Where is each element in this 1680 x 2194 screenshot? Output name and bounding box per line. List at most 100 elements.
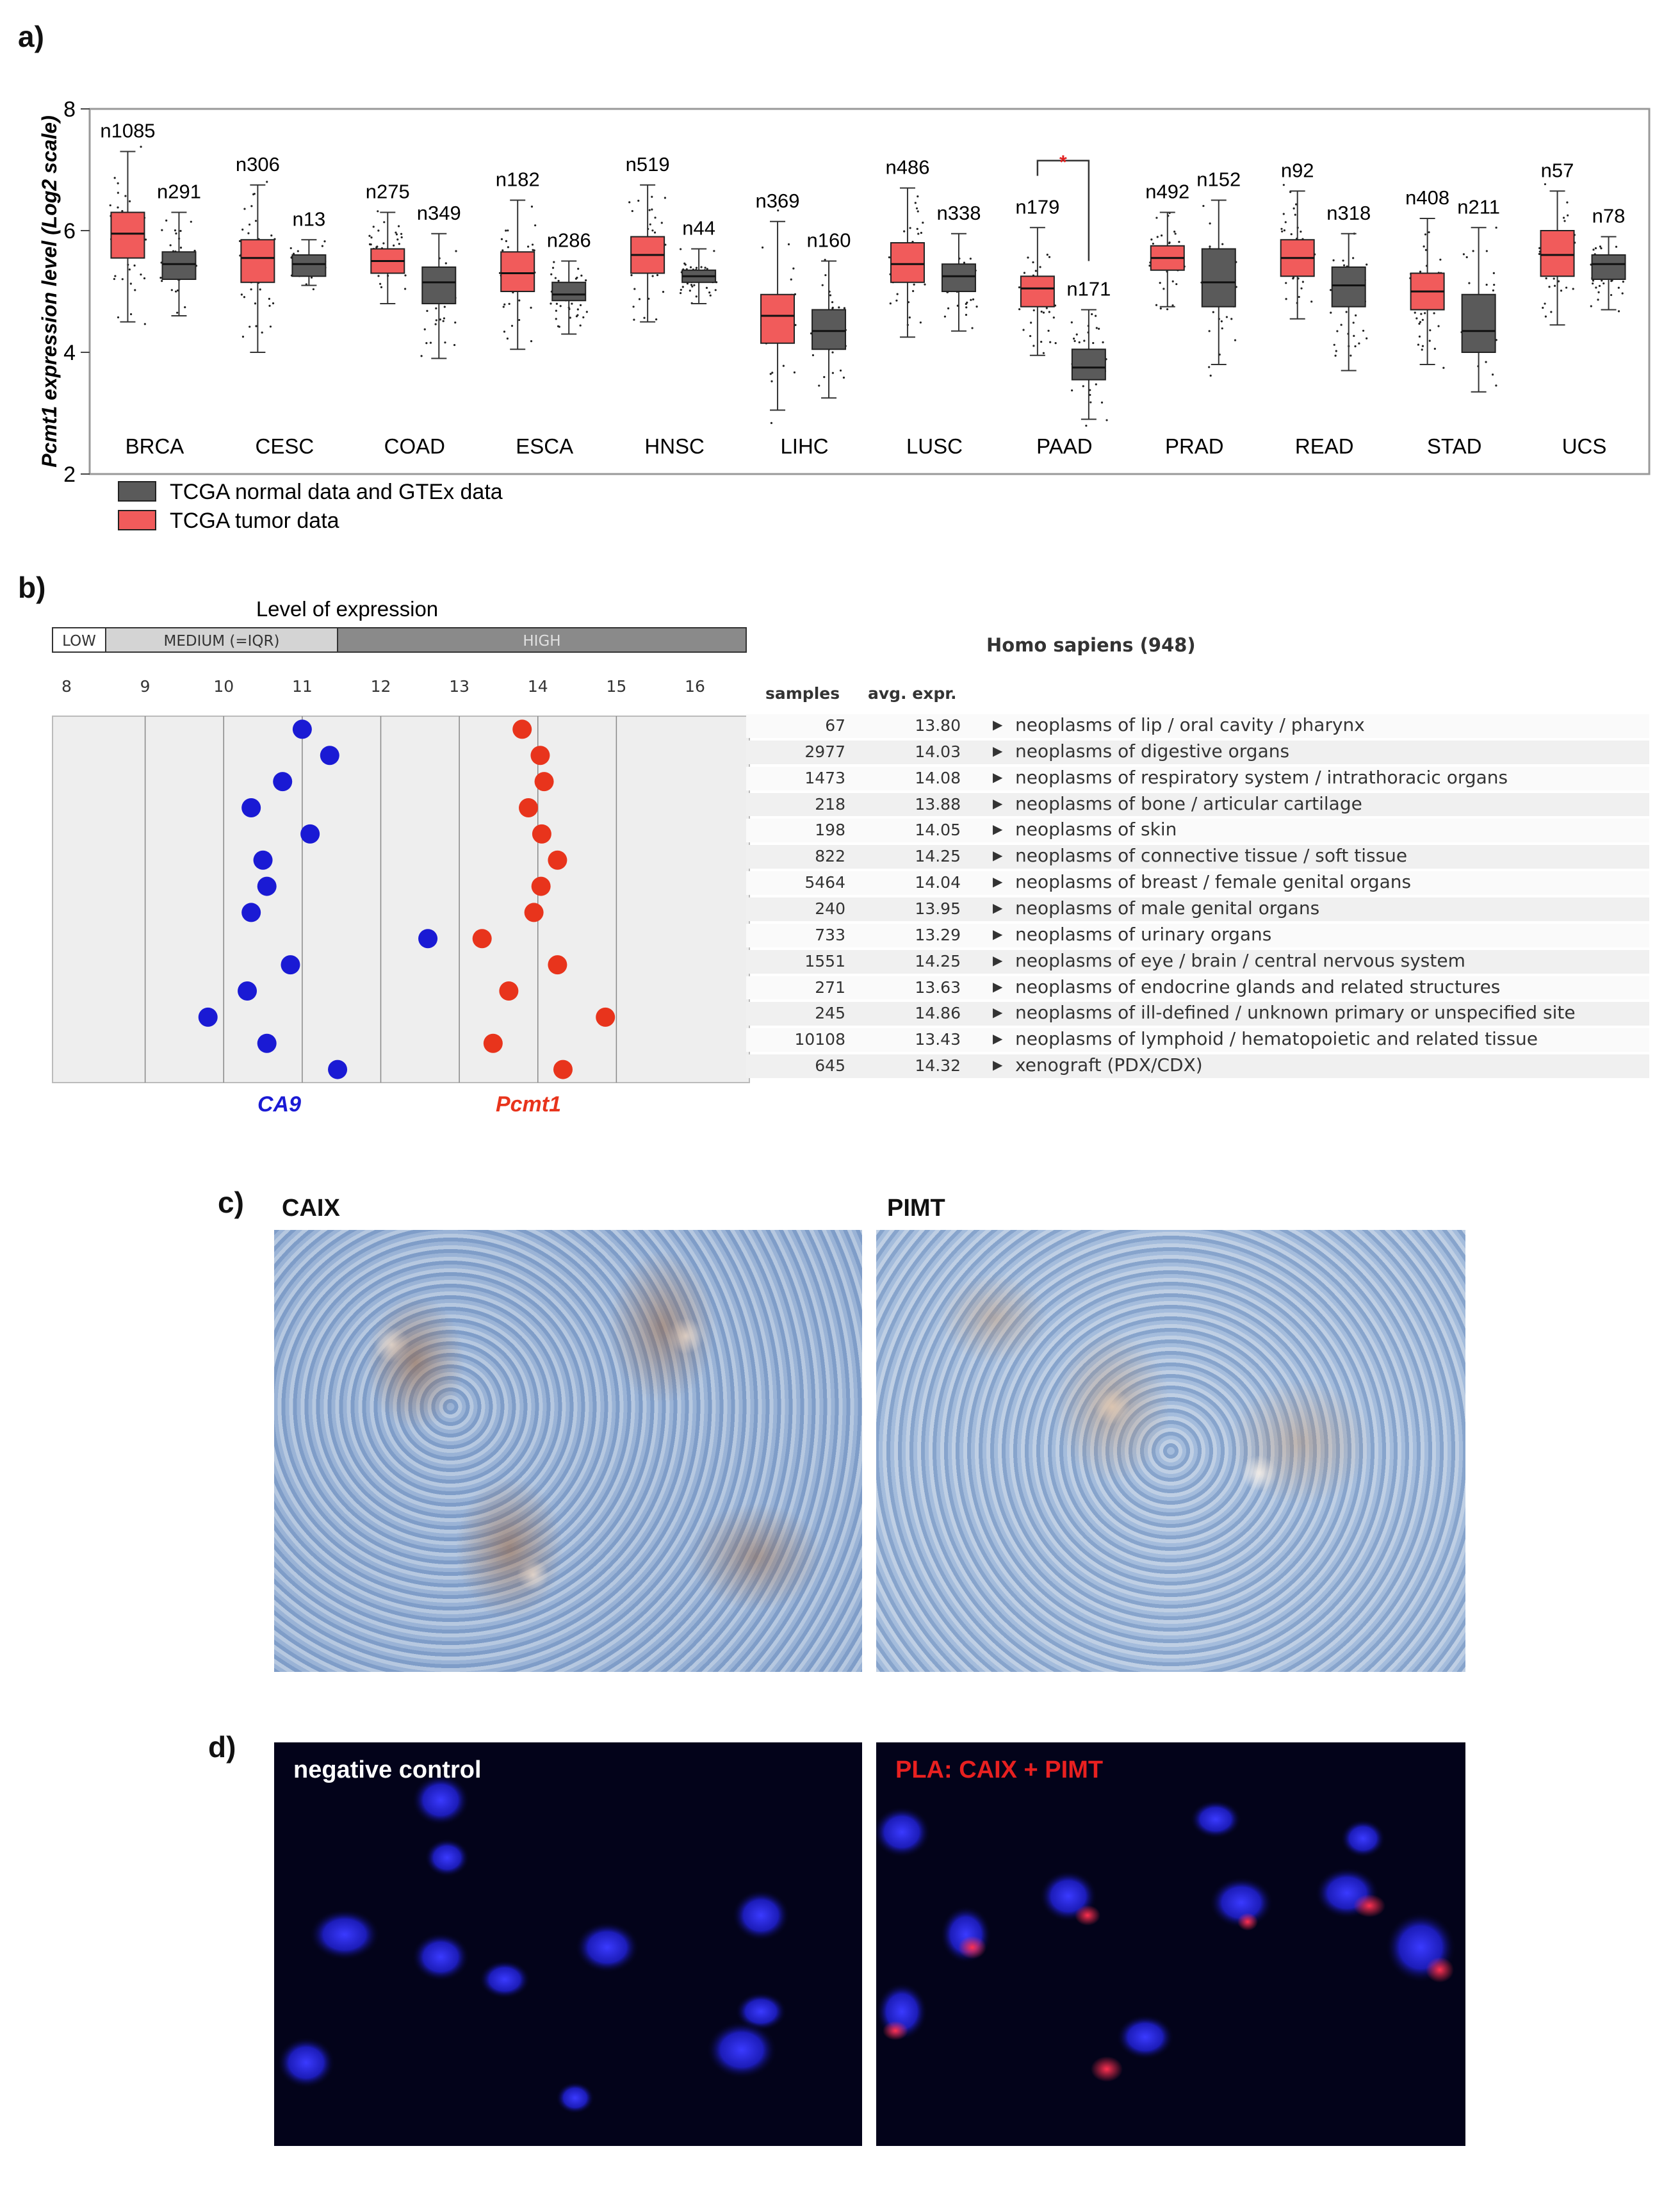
pcmt1-dot	[530, 746, 550, 765]
normal-point	[965, 313, 968, 316]
tumor-point	[143, 277, 146, 280]
normal-box	[421, 266, 457, 304]
tumor-point	[790, 278, 792, 281]
table-row: 822 14.25 ▶ neoplasms of connective tissue …	[746, 845, 1649, 869]
row-label[interactable]: neoplasms of urinary organs	[1015, 923, 1272, 945]
normal-point	[1366, 337, 1368, 340]
tumor-box	[500, 251, 535, 292]
row-label[interactable]: neoplasms of respiratory system / intrat…	[1015, 766, 1508, 788]
expand-arrow-icon[interactable]: ▶	[993, 952, 1003, 968]
tumor-point	[248, 223, 251, 226]
tumor-point	[1048, 311, 1050, 313]
row-label[interactable]: neoplasms of endocrine glands and relate…	[1015, 976, 1501, 997]
tumor-n-label: n408	[1405, 186, 1449, 209]
row-label[interactable]: neoplasms of skin	[1015, 819, 1177, 840]
row-label[interactable]: xenograft (PDX/CDX)	[1015, 1054, 1203, 1076]
x-tick-label: 10	[213, 677, 234, 696]
tumor-point	[133, 264, 136, 267]
normal-point	[689, 290, 691, 292]
category-label: READ	[1295, 434, 1354, 458]
tumor-point	[398, 243, 400, 245]
expression-dotplot: Level of expression LOW MEDIUM (=IQR) HIGH 8…	[52, 597, 750, 1117]
normal-point	[683, 262, 686, 265]
tumor-point	[922, 221, 924, 224]
normal-point	[1102, 341, 1104, 344]
ca9-dot	[320, 746, 339, 765]
pcmt1-dot	[519, 798, 539, 817]
expand-arrow-icon[interactable]: ▶	[993, 926, 1003, 942]
normal-point	[1495, 226, 1497, 229]
tumor-point	[380, 286, 383, 288]
tumor-point	[1538, 252, 1541, 256]
normal-point	[1091, 313, 1093, 316]
tumor-point	[761, 246, 764, 249]
pcmt1-dot	[548, 955, 567, 975]
normal-point	[443, 306, 446, 308]
normal-point	[569, 316, 571, 319]
expand-arrow-icon[interactable]: ▶	[993, 900, 1003, 915]
expand-arrow-icon[interactable]: ▶	[993, 717, 1003, 732]
normal-point	[1615, 245, 1618, 248]
tumor-n-label: n1085	[100, 120, 155, 142]
category-label: PRAD	[1165, 434, 1224, 458]
tumor-n-label: n486	[885, 156, 929, 179]
row-label[interactable]: neoplasms of breast / female genital org…	[1015, 871, 1412, 893]
series-label-pcmt1: Pcmt1	[496, 1092, 561, 1117]
caix-ihc-image	[274, 1230, 862, 1672]
normal-point	[555, 302, 558, 305]
normal-point	[1212, 311, 1214, 313]
expand-arrow-icon[interactable]: ▶	[993, 1057, 1003, 1073]
row-label[interactable]: neoplasms of lymphoid / hematopoietic an…	[1015, 1028, 1538, 1050]
tumor-point	[1553, 277, 1555, 280]
row-avg-expr: 14.05	[915, 821, 961, 840]
tumor-point	[1155, 217, 1158, 219]
expand-arrow-icon[interactable]: ▶	[993, 1004, 1003, 1020]
tumor-point	[1174, 233, 1177, 235]
expand-arrow-icon[interactable]: ▶	[993, 978, 1003, 994]
normal-point	[1610, 293, 1613, 297]
expand-arrow-icon[interactable]: ▶	[993, 821, 1003, 837]
row-label[interactable]: neoplasms of eye / brain / central nervo…	[1015, 949, 1465, 971]
tumor-point	[1437, 325, 1440, 327]
tumor-n-label: n182	[496, 168, 540, 191]
tumor-point	[1566, 201, 1569, 204]
row-label[interactable]: neoplasms of ill-defined / unknown prima…	[1015, 1002, 1576, 1024]
expand-arrow-icon[interactable]: ▶	[993, 1031, 1003, 1047]
expand-arrow-icon[interactable]: ▶	[993, 795, 1003, 811]
tumor-point	[261, 331, 263, 334]
table-row: 271 13.63 ▶ neoplasms of endocrine glands a…	[746, 976, 1649, 1000]
expand-arrow-icon[interactable]: ▶	[993, 769, 1003, 785]
tumor-point	[1034, 270, 1037, 272]
tumor-point	[117, 192, 119, 194]
row-avg-expr: 13.88	[915, 794, 961, 814]
normal-point	[947, 307, 950, 309]
normal-point	[1333, 343, 1335, 346]
table-row: 240 13.95 ▶ neoplasms of male genital organ…	[746, 897, 1649, 921]
row-label[interactable]: neoplasms of male genital organs	[1015, 897, 1320, 919]
tumor-point	[113, 177, 116, 179]
tumor-point	[530, 340, 533, 343]
normal-point	[1594, 247, 1597, 250]
tumor-point	[1166, 308, 1169, 311]
tumor-point	[1418, 335, 1421, 338]
normal-box	[811, 309, 847, 350]
pimt-ihc-image	[876, 1230, 1465, 1672]
row-label[interactable]: neoplasms of lip / oral cavity / pharynx	[1015, 714, 1365, 735]
normal-point	[1342, 264, 1346, 266]
row-label[interactable]: neoplasms of connective tissue / soft ti…	[1015, 845, 1408, 867]
tumor-point	[1417, 343, 1420, 346]
normal-point	[439, 318, 441, 321]
tumor-point	[1054, 342, 1057, 345]
expand-arrow-icon[interactable]: ▶	[993, 874, 1003, 890]
row-label[interactable]: neoplasms of bone / articular cartilage	[1015, 792, 1362, 814]
row-label[interactable]: neoplasms of digestive organs	[1015, 740, 1290, 762]
tumor-point	[1040, 340, 1043, 343]
ca9-dot	[198, 1007, 218, 1027]
normal-point	[292, 252, 295, 255]
tumor-point	[510, 325, 514, 327]
expand-arrow-icon[interactable]: ▶	[993, 847, 1003, 864]
ca9-dot	[241, 903, 261, 922]
normal-n-label: n211	[1457, 195, 1500, 218]
expand-arrow-icon[interactable]: ▶	[993, 742, 1003, 758]
tumor-point	[128, 268, 131, 271]
